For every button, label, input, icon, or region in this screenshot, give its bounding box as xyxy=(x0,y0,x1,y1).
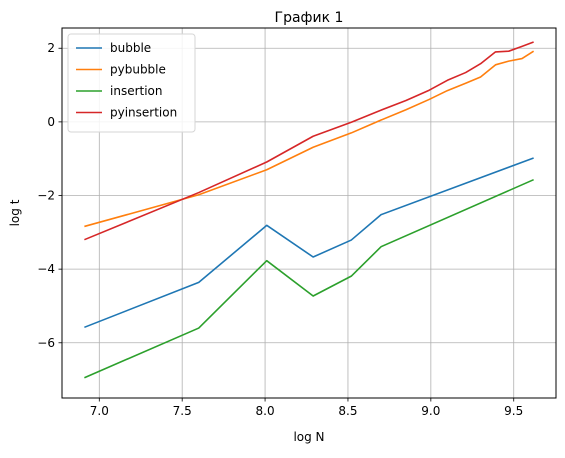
x-tick-label: 9.0 xyxy=(421,404,440,418)
legend-label-pyinsertion: pyinsertion xyxy=(110,106,177,120)
axis-ticks: 7.0 7.5 8.0 8.5 9.0 9.5 −6 −4 −2 0 2 xyxy=(37,41,523,418)
y-tick-label: −2 xyxy=(37,189,55,203)
series-line-bubble xyxy=(84,157,534,329)
x-tick-label: 7.5 xyxy=(173,404,192,418)
series-line-pyinsertion xyxy=(84,41,534,241)
legend: bubble pybubble insertion pyinsertion xyxy=(67,33,196,133)
x-axis-label: log N xyxy=(293,430,324,444)
axes-frame xyxy=(61,27,557,399)
series-line-insertion xyxy=(84,178,534,379)
x-tick-label: 7.0 xyxy=(90,404,109,418)
x-tick-label: 8.0 xyxy=(256,404,275,418)
legend-label-bubble: bubble xyxy=(110,41,151,55)
chart-title: График 1 xyxy=(275,10,344,26)
plot-lines xyxy=(84,41,535,379)
y-tick-label: 0 xyxy=(47,115,55,129)
x-tick-label: 9.5 xyxy=(504,404,523,418)
legend-label-pybubble: pybubble xyxy=(110,63,166,77)
y-tick-label: 2 xyxy=(47,41,55,55)
grid xyxy=(62,28,556,398)
legend-label-insertion: insertion xyxy=(110,84,163,98)
legend-box xyxy=(67,33,196,133)
y-axis-label: log t xyxy=(8,199,22,226)
y-tick-label: −4 xyxy=(37,262,55,276)
series-line-pybubble xyxy=(84,50,535,228)
x-tick-label: 8.5 xyxy=(338,404,357,418)
y-tick-label: −6 xyxy=(37,336,55,350)
